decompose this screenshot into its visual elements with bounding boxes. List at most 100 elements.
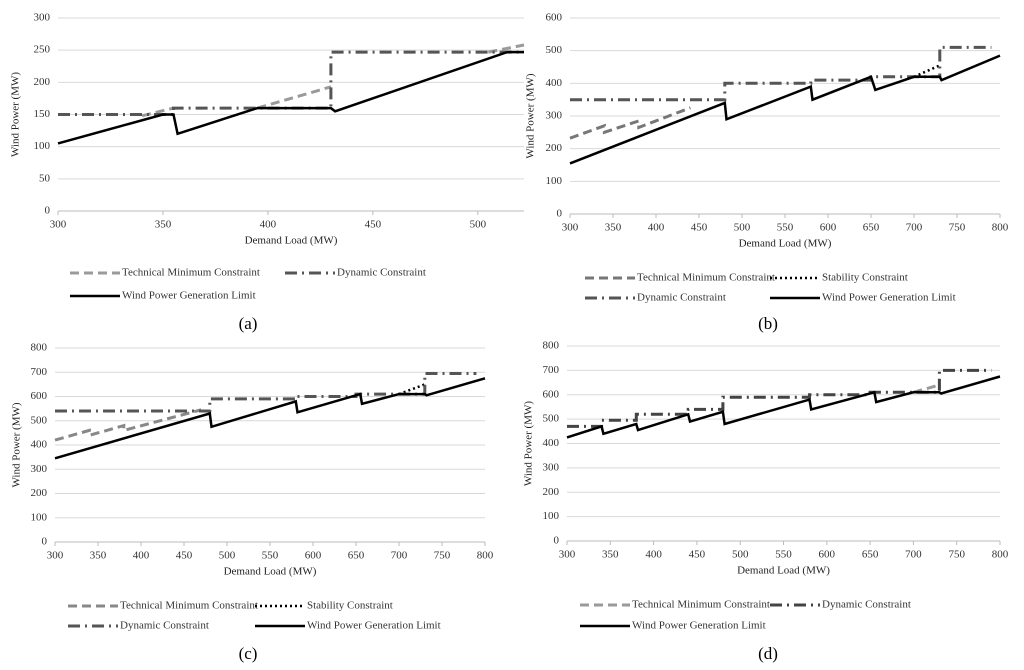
y-axis-title: Wind Power (MW)	[525, 73, 537, 158]
y-tick-label: 0	[557, 208, 563, 220]
x-tick-label: 650	[348, 550, 365, 562]
x-tick-label: 650	[862, 549, 879, 561]
panel-caption: (a)	[239, 314, 258, 333]
y-tick-label: 100	[543, 510, 560, 522]
series-line	[54, 377, 486, 460]
x-tick-label: 650	[863, 222, 880, 234]
x-tick-label: 350	[90, 550, 107, 562]
x-axis-title: Demand Load (MW)	[245, 235, 338, 247]
x-tick-label: 800	[992, 222, 1009, 234]
y-tick-label: 100	[546, 175, 563, 187]
legend-label: Wind Power Generation Limit	[632, 620, 766, 632]
x-axis-title: Demand Load (MW)	[739, 238, 832, 250]
series-line	[55, 372, 477, 413]
legend-label: Technical Minimum Constraint	[122, 267, 260, 279]
x-tick-label: 350	[605, 222, 622, 234]
panel-caption: (c)	[239, 644, 258, 663]
y-tick-label: 0	[42, 536, 48, 548]
y-axis-title: Wind Power (MW)	[11, 402, 23, 487]
y-tick-label: 0	[45, 205, 51, 217]
legend-label: Dynamic Constraint	[822, 599, 911, 611]
series-line	[913, 64, 941, 78]
x-tick-label: 550	[262, 550, 279, 562]
series-line	[256, 85, 332, 110]
x-tick-label: 400	[133, 550, 150, 562]
y-tick-label: 300	[31, 463, 48, 475]
y-tick-label: 800	[31, 342, 48, 354]
y-tick-label: 50	[39, 172, 51, 184]
legend-label: Wind Power Generation Limit	[822, 292, 956, 304]
x-tick-label: 500	[219, 550, 236, 562]
chart-panel: 0 50 100 150 200 250 300 300 350 400 450 500 Demand …	[10, 12, 525, 333]
y-tick-label: 400	[543, 437, 560, 449]
legend-label: Stability Constraint	[822, 272, 908, 284]
legend-label: Dynamic Constraint	[120, 620, 209, 632]
x-tick-label: 400	[260, 219, 277, 231]
x-tick-label: 800	[992, 549, 1009, 561]
x-tick-label: 300	[559, 549, 576, 561]
legend-label: Technical Minimum Constraint	[120, 600, 258, 612]
x-tick-label: 600	[305, 550, 322, 562]
series-line	[54, 408, 202, 442]
x-tick-label: 450	[691, 222, 708, 234]
y-axis-title: Wind Power (MW)	[10, 72, 22, 157]
x-tick-label: 550	[775, 549, 792, 561]
x-tick-label: 500	[470, 219, 487, 231]
x-tick-label: 400	[645, 549, 662, 561]
y-tick-label: 800	[543, 340, 560, 352]
y-tick-label: 100	[34, 140, 51, 152]
x-tick-label: 750	[434, 550, 451, 562]
y-tick-label: 500	[546, 44, 563, 56]
legend-label: Dynamic Constraint	[337, 267, 426, 279]
x-tick-label: 700	[906, 222, 923, 234]
y-tick-label: 200	[543, 486, 560, 498]
x-tick-label: 800	[477, 550, 494, 562]
x-tick-label: 600	[820, 222, 837, 234]
chart-panel: 0 100 200 300 400 500 600 300 350 400 450 500 550 600…	[525, 12, 1009, 333]
series-line	[570, 45, 992, 102]
chart-panel: 0 100 200 300 400 500 600 700 800 300 350 400 450 500…	[523, 340, 1009, 663]
x-tick-label: 700	[391, 550, 408, 562]
legend-label: Wind Power Generation Limit	[307, 620, 441, 632]
x-tick-label: 750	[948, 549, 965, 561]
series-line	[566, 375, 1001, 439]
series-line	[567, 368, 992, 428]
panel-caption: (b)	[758, 314, 778, 333]
y-tick-label: 250	[34, 44, 51, 56]
series-line	[569, 54, 1001, 165]
y-tick-label: 700	[543, 364, 560, 376]
y-axis-title: Wind Power (MW)	[523, 401, 535, 486]
x-tick-label: 450	[689, 549, 706, 561]
x-tick-label: 500	[734, 222, 751, 234]
series-line	[569, 106, 691, 140]
x-tick-label: 550	[777, 222, 794, 234]
y-tick-label: 700	[31, 366, 48, 378]
y-tick-label: 300	[34, 12, 51, 24]
y-tick-label: 500	[543, 413, 560, 425]
x-tick-label: 350	[155, 219, 172, 231]
y-tick-label: 300	[543, 461, 560, 473]
y-tick-label: 0	[554, 535, 560, 547]
legend-label: Wind Power Generation Limit	[122, 290, 256, 302]
x-tick-label: 450	[176, 550, 193, 562]
legend-label: Technical Minimum Constraint	[637, 272, 775, 284]
y-tick-label: 100	[31, 511, 48, 523]
y-tick-label: 600	[543, 388, 560, 400]
x-tick-label: 750	[949, 222, 966, 234]
y-tick-label: 500	[31, 414, 48, 426]
x-tick-label: 350	[602, 549, 619, 561]
series-line	[58, 50, 524, 116]
y-tick-label: 150	[34, 108, 51, 120]
y-tick-label: 200	[31, 487, 48, 499]
x-tick-label: 450	[365, 219, 382, 231]
legend-label: Technical Minimum Constraint	[632, 599, 770, 611]
x-tick-label: 500	[732, 549, 749, 561]
y-tick-label: 400	[546, 77, 563, 89]
panel-caption: (d)	[758, 644, 778, 663]
legend-label: Dynamic Constraint	[637, 292, 726, 304]
y-tick-label: 200	[34, 76, 51, 88]
chart-panel: 0 100 200 300 400 500 600 700 800 300 350 400 450 500…	[11, 342, 494, 663]
series-line	[57, 50, 524, 145]
x-tick-label: 400	[648, 222, 665, 234]
